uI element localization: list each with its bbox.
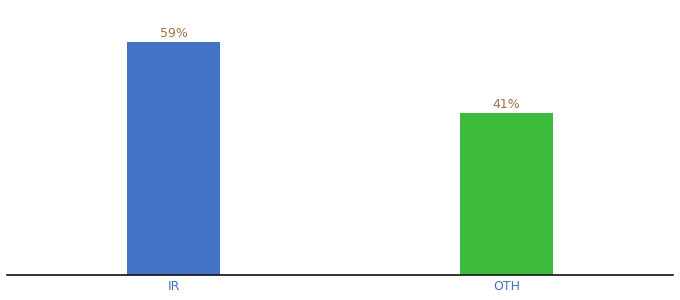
Bar (127, 42, 220, 275)
Bar (460, 113, 553, 275)
Text: 59%: 59% (160, 28, 188, 40)
Text: 41%: 41% (492, 98, 520, 112)
